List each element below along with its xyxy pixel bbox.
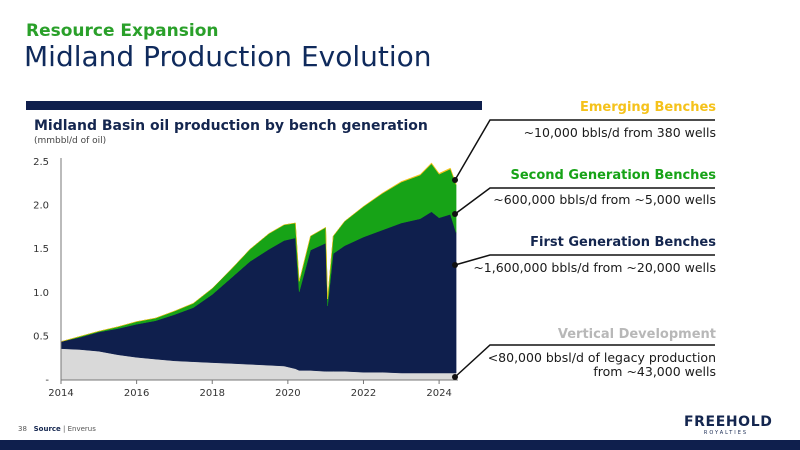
x-tick-label: 2024 bbox=[426, 388, 451, 399]
y-tick-label: 1.5 bbox=[33, 244, 49, 255]
y-tick-label: 2.0 bbox=[33, 201, 49, 212]
x-tick-label: 2014 bbox=[48, 388, 73, 399]
page-number: 38 bbox=[18, 425, 27, 433]
y-tick-label: 1.0 bbox=[33, 288, 49, 299]
callout-emerging bbox=[454, 119, 715, 181]
legend-vertical-text-2: from ~43,000 wells bbox=[593, 364, 716, 379]
x-tick-label: 2016 bbox=[124, 388, 149, 399]
source-value: | Enverus bbox=[63, 425, 96, 433]
legend-second-label: Second Generation Benches bbox=[510, 168, 716, 183]
legend-second-text: ~600,000 bbls/d from ~5,000 wells bbox=[493, 192, 716, 207]
footer-bar bbox=[0, 440, 800, 450]
legend-first-text: ~1,600,000 bbls/d from ~20,000 wells bbox=[473, 260, 716, 275]
y-tick-label: - bbox=[45, 375, 49, 386]
x-tick-label: 2018 bbox=[200, 388, 225, 399]
legend-vertical-text-1: <80,000 bbsl/d of legacy production bbox=[487, 350, 716, 365]
legend-vertical-label: Vertical Development bbox=[557, 327, 716, 342]
source-label: Source bbox=[33, 425, 61, 433]
chart-subtitle: (mmbbl/d of oil) bbox=[34, 136, 107, 146]
callout-first bbox=[454, 254, 715, 266]
company-logo: FREEHOLD ROYALTIES bbox=[684, 414, 773, 436]
x-tick-label: 2020 bbox=[275, 388, 300, 399]
legend-emerging-text: ~10,000 bbls/d from 380 wells bbox=[523, 125, 716, 140]
y-tick-label: 0.5 bbox=[33, 331, 49, 342]
section-kicker: Resource Expansion bbox=[26, 21, 219, 41]
page-title: Midland Production Evolution bbox=[24, 40, 432, 73]
legend-first-label: First Generation Benches bbox=[530, 235, 716, 250]
callout-dot bbox=[452, 177, 458, 183]
callout-dot bbox=[452, 374, 458, 380]
legend-emerging-label: Emerging Benches bbox=[580, 100, 716, 115]
callout-dot bbox=[452, 211, 458, 217]
x-tick-label: 2022 bbox=[351, 388, 376, 399]
footer-source: 38 Source | Enverus bbox=[18, 425, 96, 433]
area-emerging bbox=[60, 162, 457, 342]
callout-vertical bbox=[454, 344, 715, 378]
chart-title: Midland Basin oil production by bench ge… bbox=[34, 118, 428, 134]
y-tick-label: 2.5 bbox=[33, 157, 49, 168]
logo-subtext: ROYALTIES bbox=[703, 430, 749, 436]
callout-second bbox=[454, 187, 715, 215]
logo-wordmark: FREEHOLD bbox=[684, 414, 773, 430]
callout-dot bbox=[452, 262, 458, 268]
title-divider-bar bbox=[26, 101, 482, 110]
area-first bbox=[60, 211, 457, 374]
